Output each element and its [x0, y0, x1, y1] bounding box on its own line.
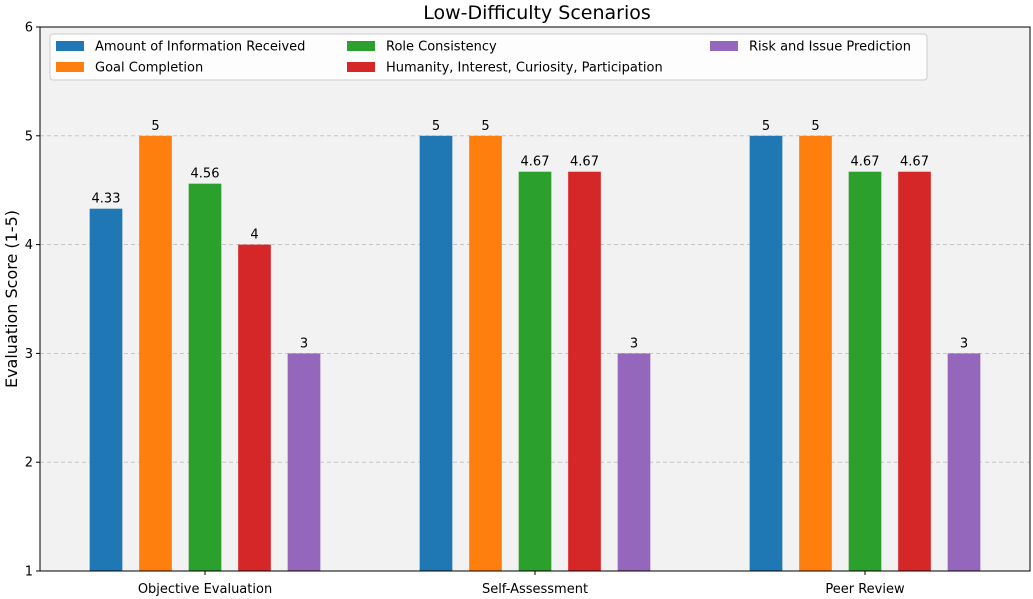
bar — [287, 353, 321, 571]
bar — [139, 135, 172, 572]
bar — [518, 171, 552, 572]
legend-swatch — [710, 41, 738, 51]
bar-value-label: 5 — [811, 119, 819, 134]
chart-title: Low-Difficulty Scenarios — [423, 2, 651, 24]
bar-value-label: 4.67 — [851, 155, 880, 170]
legend-box — [49, 33, 928, 81]
bar-value-label: 4.67 — [900, 155, 929, 170]
bar — [848, 171, 882, 572]
bar-value-label: 3 — [630, 336, 638, 351]
bar — [568, 171, 601, 572]
bar — [238, 244, 271, 571]
legend-label: Goal Completion — [95, 61, 203, 76]
x-tick-label: Self-Assessment — [482, 582, 588, 597]
y-axis: 1 2 3 4 5 6 — [25, 21, 40, 580]
bar-value-label: 4.33 — [92, 192, 121, 207]
legend-label: Risk and Issue Prediction — [749, 40, 911, 55]
x-axis: Objective Evaluation Self-Assessment Peer … — [138, 571, 905, 597]
legend-label: Humanity, Interest, Curiosity, Participa… — [386, 61, 663, 76]
bar — [469, 135, 502, 572]
bar-value-label: 3 — [960, 336, 968, 351]
x-tick-label: Peer Review — [825, 582, 905, 597]
bar-value-label: 4.67 — [521, 155, 550, 170]
bar — [419, 135, 453, 572]
legend-label: Amount of Information Received — [95, 40, 305, 55]
bars — [89, 135, 981, 572]
y-tick-label: 3 — [25, 347, 33, 362]
bar — [89, 208, 123, 572]
bar-value-labels: 4.33 5 4.56 4 3 5 5 4.67 4.67 3 5 5 4.67 4.67 3 — [92, 119, 969, 352]
bar — [188, 183, 222, 571]
bar-value-label: 4.67 — [570, 155, 599, 170]
y-tick-label: 2 — [25, 456, 33, 471]
y-tick-label: 1 — [25, 565, 33, 580]
bar-value-label: 3 — [300, 336, 308, 351]
legend-label: Role Consistency — [386, 40, 497, 55]
bar — [799, 135, 832, 572]
bar-value-label: 5 — [762, 119, 770, 134]
y-tick-label: 4 — [25, 238, 33, 253]
bar-value-label: 4 — [250, 228, 258, 243]
bar-value-label: 5 — [151, 119, 159, 134]
bar — [749, 135, 783, 572]
bar-value-label: 4.56 — [191, 167, 220, 182]
bar — [617, 353, 651, 571]
y-axis-title: Evaluation Score (1-5) — [2, 210, 21, 388]
legend-swatch — [56, 41, 84, 51]
legend-swatch — [347, 41, 375, 51]
bar-value-label: 5 — [432, 119, 440, 134]
legend-swatch — [56, 62, 84, 72]
legend-swatch — [347, 62, 375, 72]
legend: Amount of Information Received Goal Compl… — [49, 33, 928, 81]
bar — [947, 353, 981, 571]
x-tick-label: Objective Evaluation — [138, 582, 272, 597]
bar — [898, 171, 931, 572]
y-tick-label: 6 — [25, 21, 33, 36]
y-tick-label: 5 — [25, 129, 33, 144]
bar-value-label: 5 — [481, 119, 489, 134]
